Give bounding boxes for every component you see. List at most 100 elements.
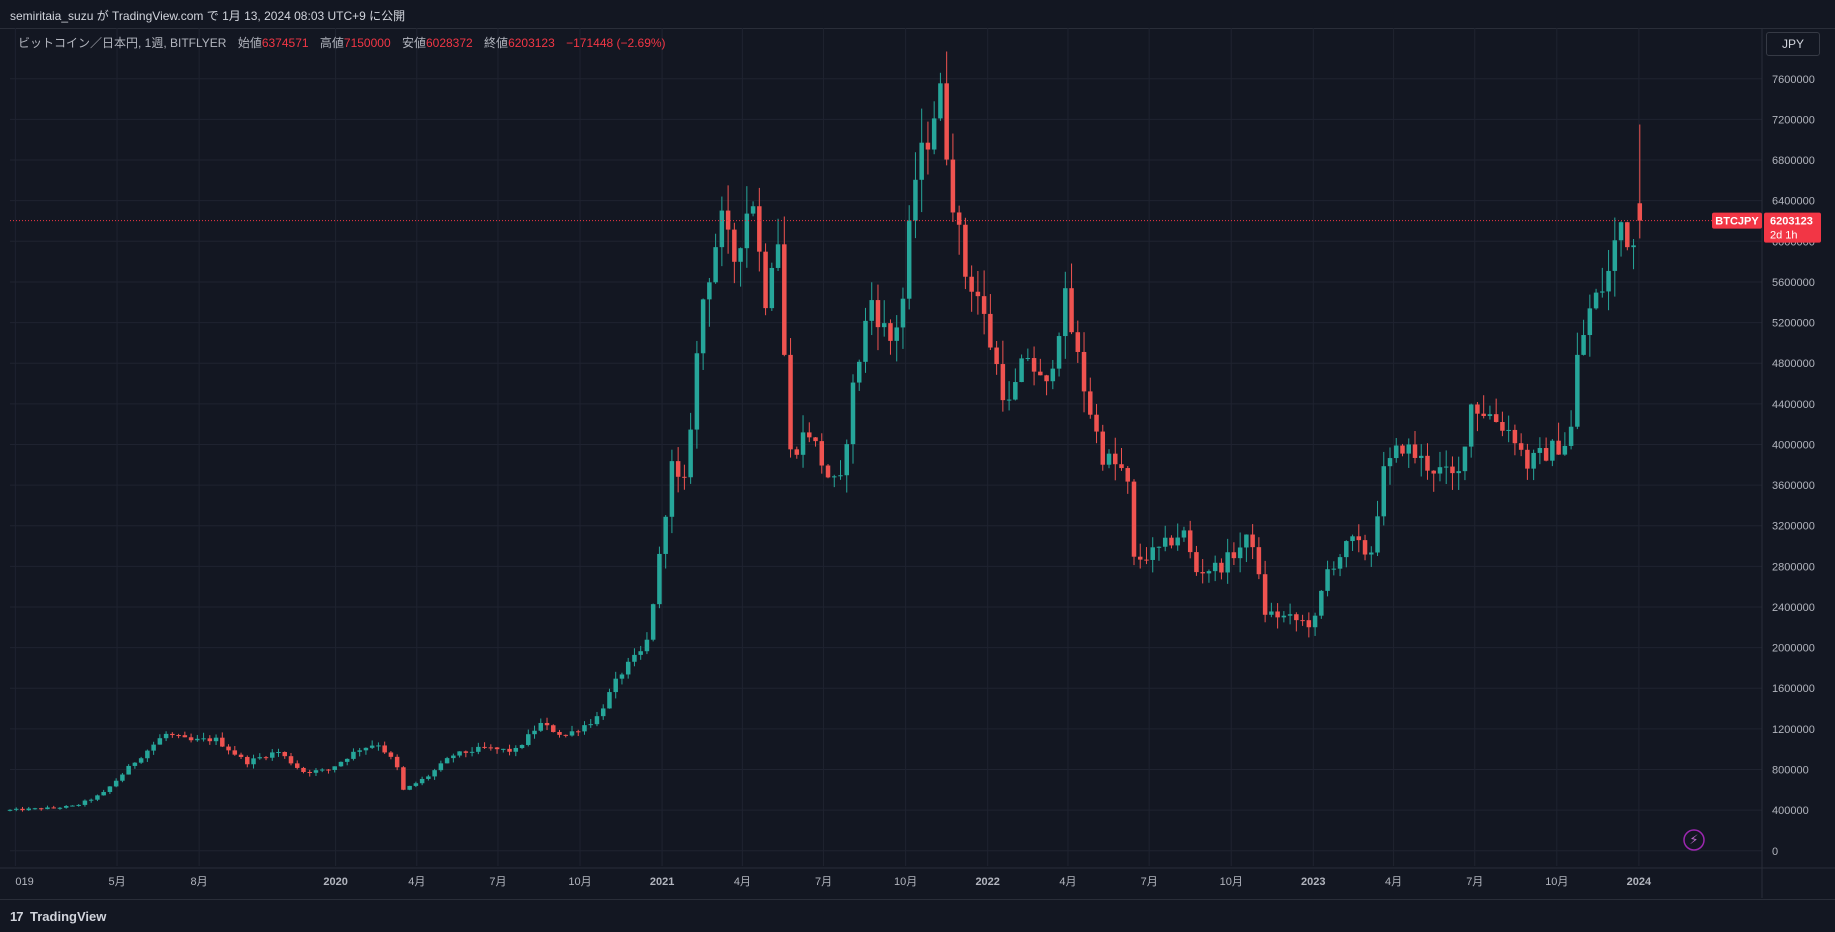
y-tick-label: 6800000: [1772, 155, 1815, 167]
price-tag-price: 6203123: [1770, 216, 1813, 228]
candle-body: [881, 323, 887, 328]
candle-body: [1250, 534, 1255, 548]
candle-body: [1550, 440, 1555, 461]
candle-body: [1131, 481, 1137, 557]
candle-body: [788, 354, 793, 450]
candle-body: [1337, 557, 1343, 569]
x-tick-label: 4月: [1059, 876, 1076, 888]
candle-body: [1269, 611, 1274, 615]
candle-body: [1606, 270, 1611, 292]
candle-body: [13, 808, 19, 810]
candle-body: [1468, 404, 1474, 447]
candle-body: [1481, 413, 1486, 417]
publish-header: semiritaia_suzu が TradingView.com で 1月 1…: [0, 0, 1835, 29]
candle-body: [1369, 552, 1374, 555]
candle-body: [245, 756, 250, 765]
candle-body: [438, 763, 444, 771]
candle-body: [326, 769, 331, 771]
candle-body: [1025, 358, 1031, 360]
candle-body: [1287, 614, 1293, 616]
candle-body: [301, 767, 306, 772]
candle-body: [1156, 546, 1162, 548]
chart-area[interactable]: 0 400000 800000 1200000 1600000 2000000 240000…: [0, 28, 1835, 898]
candle-body: [700, 299, 706, 354]
candle-body: [126, 765, 131, 775]
candle-body: [1400, 445, 1405, 454]
candle-body: [557, 731, 562, 735]
candle-body: [638, 651, 643, 655]
candle-body: [238, 754, 244, 757]
candle-body: [1044, 375, 1049, 382]
y-tick-label: 4400000: [1772, 399, 1815, 411]
legend-high-value: 7150000: [343, 36, 391, 50]
candle-body: [138, 758, 144, 763]
x-tick-label: 2022: [975, 876, 999, 888]
candle-body: [594, 716, 600, 725]
candle-body: [894, 327, 899, 341]
publish-info-text: semiritaia_suzu が TradingView.com で 1月 1…: [10, 9, 406, 23]
candle-body: [1088, 391, 1093, 415]
candle-body: [220, 737, 225, 747]
candle-body: [1200, 572, 1205, 574]
candle-body: [875, 300, 881, 328]
candle-body: [270, 752, 275, 758]
candle-body: [607, 692, 612, 709]
candle-body: [1137, 556, 1143, 560]
candle-body: [838, 475, 843, 477]
candle-body: [856, 361, 862, 383]
candle-body: [675, 461, 681, 477]
candle-body: [1150, 547, 1155, 560]
candle-body: [1344, 541, 1349, 558]
candle-body: [694, 353, 700, 430]
x-tick-label: 7月: [1466, 876, 1483, 888]
candle-body: [1275, 611, 1280, 618]
candle-body: [1437, 467, 1443, 474]
candle-body: [1237, 547, 1243, 559]
candle-body: [588, 724, 593, 726]
candle-body: [1075, 332, 1081, 352]
x-tick-label: 4月: [734, 876, 751, 888]
ohlc-legend: ビットコイン／日本円, 1週, BITFLYER 始値6374571 高値715…: [18, 34, 666, 51]
x-tick-label: 4月: [408, 876, 425, 888]
candle-body: [1350, 536, 1355, 542]
candle-body: [1631, 245, 1636, 248]
candle-body: [45, 807, 50, 810]
candle-body: [532, 730, 537, 735]
candle-body: [357, 750, 362, 752]
candle-body: [1531, 452, 1536, 469]
y-tick-label: 4800000: [1772, 358, 1815, 370]
candle-body: [307, 771, 312, 773]
candle-body: [1219, 562, 1224, 573]
tradingview-logo[interactable]: 17 TradingView: [10, 909, 106, 924]
x-tick-label: 7月: [815, 876, 832, 888]
candle-body: [888, 323, 893, 341]
candle-body: [394, 756, 400, 768]
currency-button[interactable]: JPY: [1766, 32, 1820, 56]
candle-body: [825, 465, 831, 478]
candle-body: [1050, 368, 1056, 382]
candlestick-chart[interactable]: 0 400000 800000 1200000 1600000 2000000 240000…: [0, 28, 1835, 898]
candle-body: [319, 769, 325, 771]
candle-body: [70, 805, 75, 807]
candle-body: [1312, 615, 1318, 628]
candle-body: [669, 461, 675, 517]
candle-body: [1362, 540, 1368, 555]
candle-body: [363, 747, 369, 751]
candle-body: [351, 751, 356, 759]
candle-body: [469, 751, 475, 753]
legend-open-value: 6374571: [261, 36, 309, 50]
candle-body: [844, 444, 849, 476]
candle-body: [769, 267, 775, 309]
candle-body: [413, 783, 419, 786]
candle-body: [1625, 222, 1630, 248]
candle-body: [1581, 335, 1586, 355]
candle-body: [981, 296, 987, 314]
candle-body: [650, 604, 656, 640]
candle-body: [526, 734, 531, 745]
candle-body: [1612, 240, 1618, 271]
candle-body: [575, 731, 581, 733]
candle-body: [1162, 537, 1168, 547]
y-tick-label: 7200000: [1772, 114, 1815, 126]
candle-body: [313, 770, 319, 773]
candle-body: [931, 118, 937, 150]
